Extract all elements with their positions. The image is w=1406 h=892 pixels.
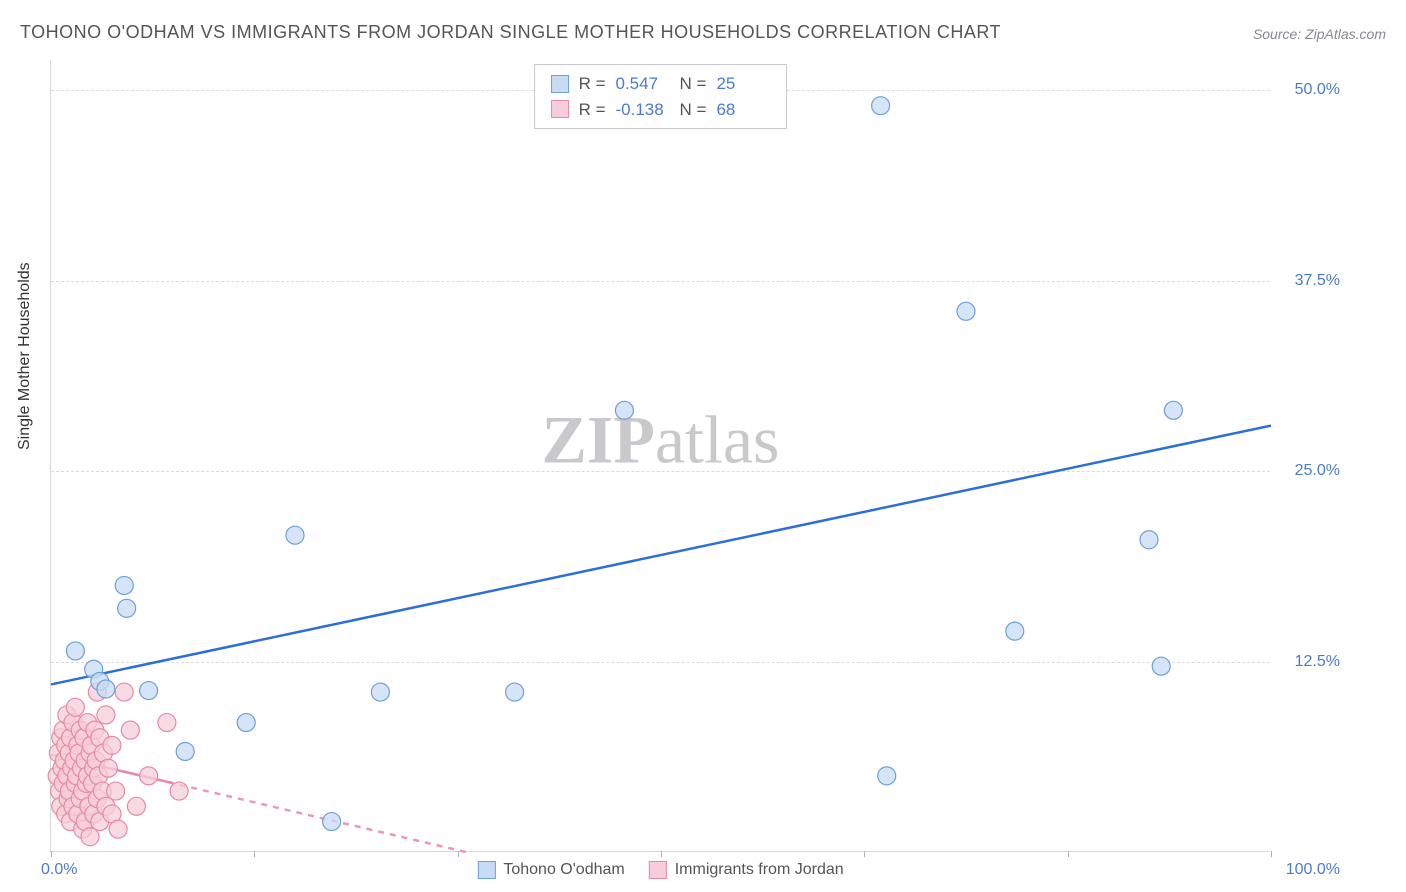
data-point-jordan xyxy=(170,782,188,800)
source-credit: Source: ZipAtlas.com xyxy=(1253,26,1386,42)
scatter-svg xyxy=(51,60,1270,851)
data-point-tohono xyxy=(176,742,194,760)
legend-label-tohono: Tohono O'odham xyxy=(503,861,624,879)
x-tick xyxy=(51,851,52,857)
x-tick xyxy=(254,851,255,857)
x-axis-min-label: 0.0% xyxy=(41,861,77,879)
data-point-jordan xyxy=(103,736,121,754)
data-point-tohono xyxy=(1140,531,1158,549)
chart-title: TOHONO O'ODHAM VS IMMIGRANTS FROM JORDAN… xyxy=(20,22,1001,43)
x-axis-max-label: 100.0% xyxy=(1286,861,1340,879)
y-tick-label: 37.5% xyxy=(1295,272,1340,290)
x-tick xyxy=(458,851,459,857)
data-point-tohono xyxy=(506,683,524,701)
y-tick-label: 25.0% xyxy=(1295,462,1340,480)
data-point-jordan xyxy=(127,797,145,815)
data-point-tohono xyxy=(615,401,633,419)
data-point-tohono xyxy=(872,97,890,115)
data-point-tohono xyxy=(1006,622,1024,640)
y-axis-title: Single Mother Households xyxy=(16,262,34,450)
data-point-jordan xyxy=(115,683,133,701)
data-point-tohono xyxy=(140,682,158,700)
swatch-jordan xyxy=(551,100,569,118)
data-point-jordan xyxy=(99,759,117,777)
y-tick-label: 12.5% xyxy=(1295,653,1340,671)
N-label: N = xyxy=(680,97,707,123)
x-tick xyxy=(1271,851,1272,857)
N-value-tohono: 25 xyxy=(716,71,770,97)
data-point-tohono xyxy=(237,714,255,732)
legend-item-tohono: Tohono O'odham xyxy=(477,861,624,879)
legend-item-jordan: Immigrants from Jordan xyxy=(649,861,844,879)
legend-label-jordan: Immigrants from Jordan xyxy=(675,861,844,879)
data-point-tohono xyxy=(1152,657,1170,675)
y-tick-label: 50.0% xyxy=(1295,81,1340,99)
data-point-jordan xyxy=(107,782,125,800)
data-point-jordan xyxy=(158,714,176,732)
data-point-tohono xyxy=(957,302,975,320)
x-tick xyxy=(864,851,865,857)
data-point-tohono xyxy=(323,813,341,831)
data-point-tohono xyxy=(878,767,896,785)
R-value-tohono: 0.547 xyxy=(616,71,670,97)
trend-line-tohono xyxy=(51,426,1271,685)
N-value-jordan: 68 xyxy=(716,97,770,123)
data-point-tohono xyxy=(97,680,115,698)
data-point-jordan xyxy=(97,706,115,724)
data-point-jordan xyxy=(121,721,139,739)
data-point-tohono xyxy=(1164,401,1182,419)
data-point-tohono xyxy=(286,526,304,544)
legend-swatch-tohono xyxy=(477,861,495,879)
R-label: R = xyxy=(579,97,606,123)
stat-row-tohono: R = 0.547 N = 25 xyxy=(551,71,771,97)
x-tick xyxy=(661,851,662,857)
legend-bottom: Tohono O'odham Immigrants from Jordan xyxy=(477,861,843,879)
correlation-stats-box: R = 0.547 N = 25 R = -0.138 N = 68 xyxy=(534,64,788,129)
data-point-tohono xyxy=(115,576,133,594)
R-label: R = xyxy=(579,71,606,97)
data-point-jordan xyxy=(109,820,127,838)
chart-plot-area: ZIPatlas R = 0.547 N = 25 R = -0.138 N =… xyxy=(50,60,1270,852)
data-point-tohono xyxy=(118,599,136,617)
x-tick xyxy=(1068,851,1069,857)
R-value-jordan: -0.138 xyxy=(616,97,670,123)
data-point-tohono xyxy=(66,642,84,660)
legend-swatch-jordan xyxy=(649,861,667,879)
data-point-tohono xyxy=(371,683,389,701)
N-label: N = xyxy=(680,71,707,97)
data-point-jordan xyxy=(140,767,158,785)
stat-row-jordan: R = -0.138 N = 68 xyxy=(551,97,771,123)
swatch-tohono xyxy=(551,75,569,93)
data-point-jordan xyxy=(66,698,84,716)
